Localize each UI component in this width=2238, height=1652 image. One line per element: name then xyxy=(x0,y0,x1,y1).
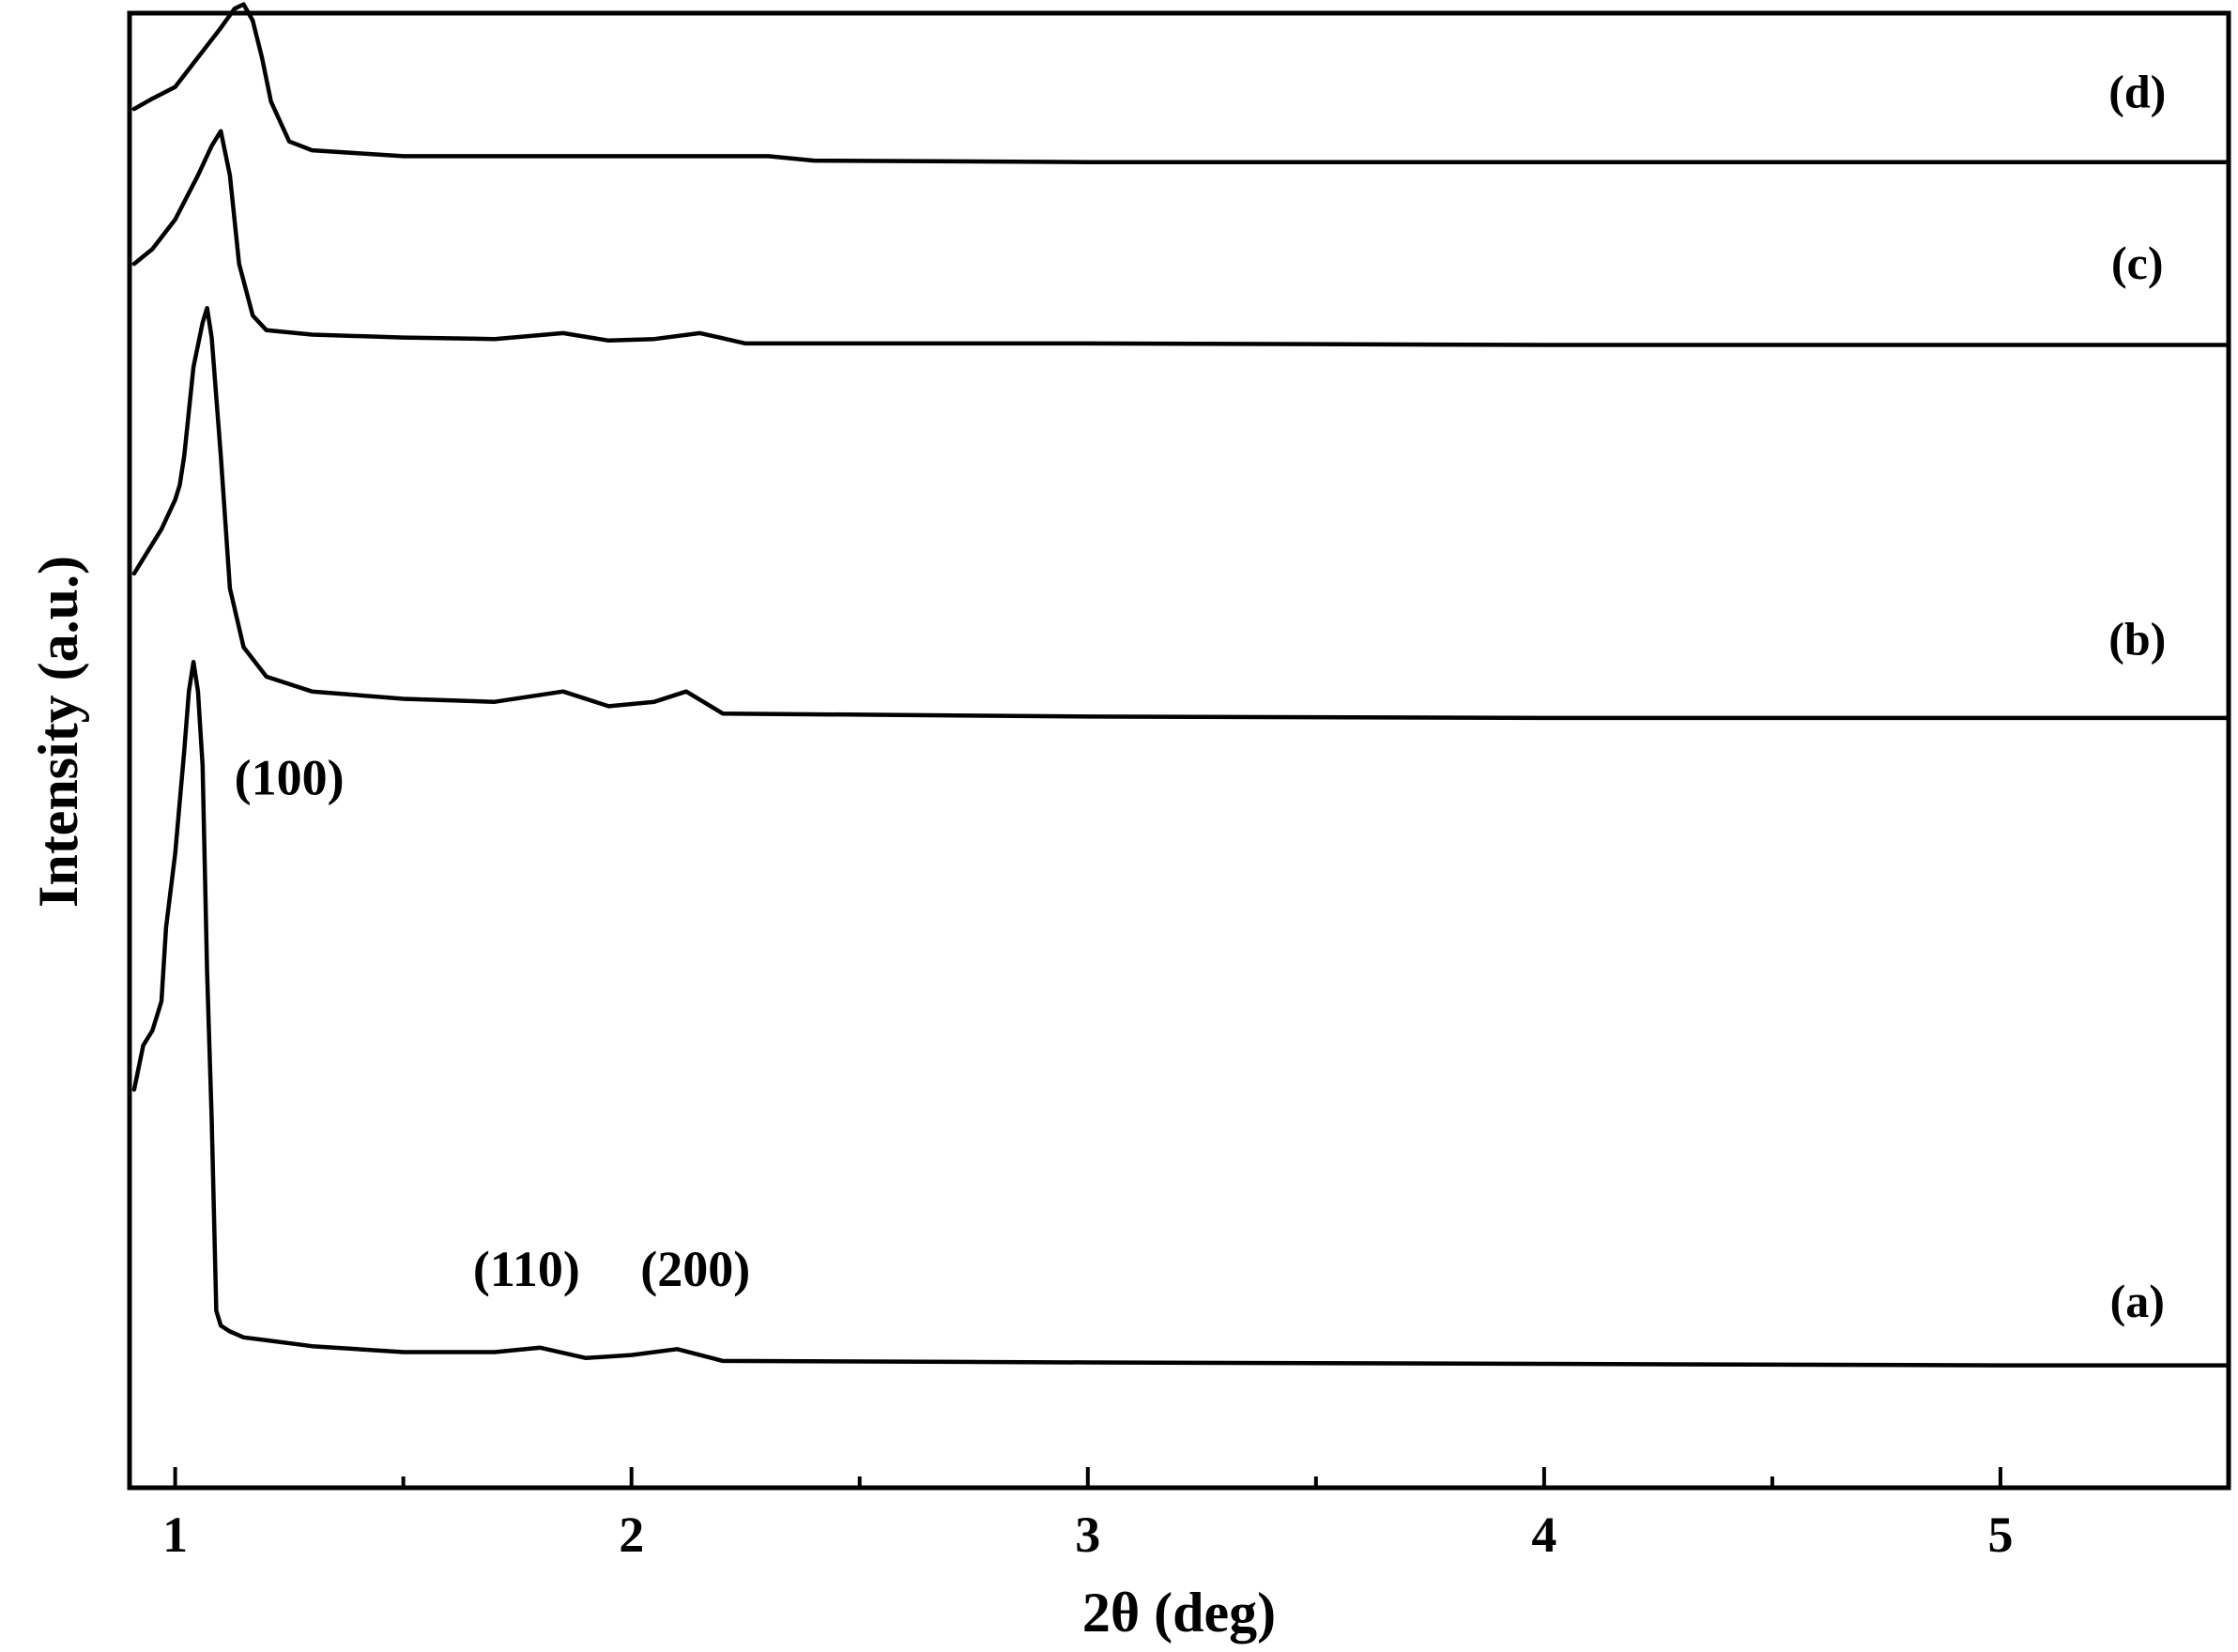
x-tick-label: 1 xyxy=(162,1507,188,1563)
series-line-d xyxy=(131,2,2231,164)
x-tick-label: 5 xyxy=(1987,1507,2013,1563)
peak-annotation: (110) xyxy=(473,1241,580,1297)
y-axis-title: Intensity (a.u.) xyxy=(27,556,89,908)
curves-layer xyxy=(131,2,2231,1368)
series-line-b xyxy=(131,305,2231,721)
series-line-c xyxy=(131,129,2231,347)
series-line-a xyxy=(131,659,2231,1368)
x-tick-label: 4 xyxy=(1531,1507,1556,1563)
series-label: (d) xyxy=(2108,66,2166,118)
series-label: (a) xyxy=(2110,1275,2165,1327)
peak-annotation: (200) xyxy=(640,1241,750,1297)
plot-frame xyxy=(127,10,2231,1491)
series-label: (c) xyxy=(2111,237,2164,289)
series-label: (b) xyxy=(2108,612,2166,665)
x-tick-label: 3 xyxy=(1075,1507,1100,1563)
x-tick-label: 2 xyxy=(619,1507,644,1563)
ticks-layer: 1 2 3 4 5 xyxy=(162,1467,2013,1563)
x-axis-title: 2θ (deg) xyxy=(1082,1582,1276,1644)
peak-annotation: (100) xyxy=(235,750,345,806)
labels-layer: (a) (b) (c) (d) (100) (110) (200) xyxy=(235,66,2167,1327)
